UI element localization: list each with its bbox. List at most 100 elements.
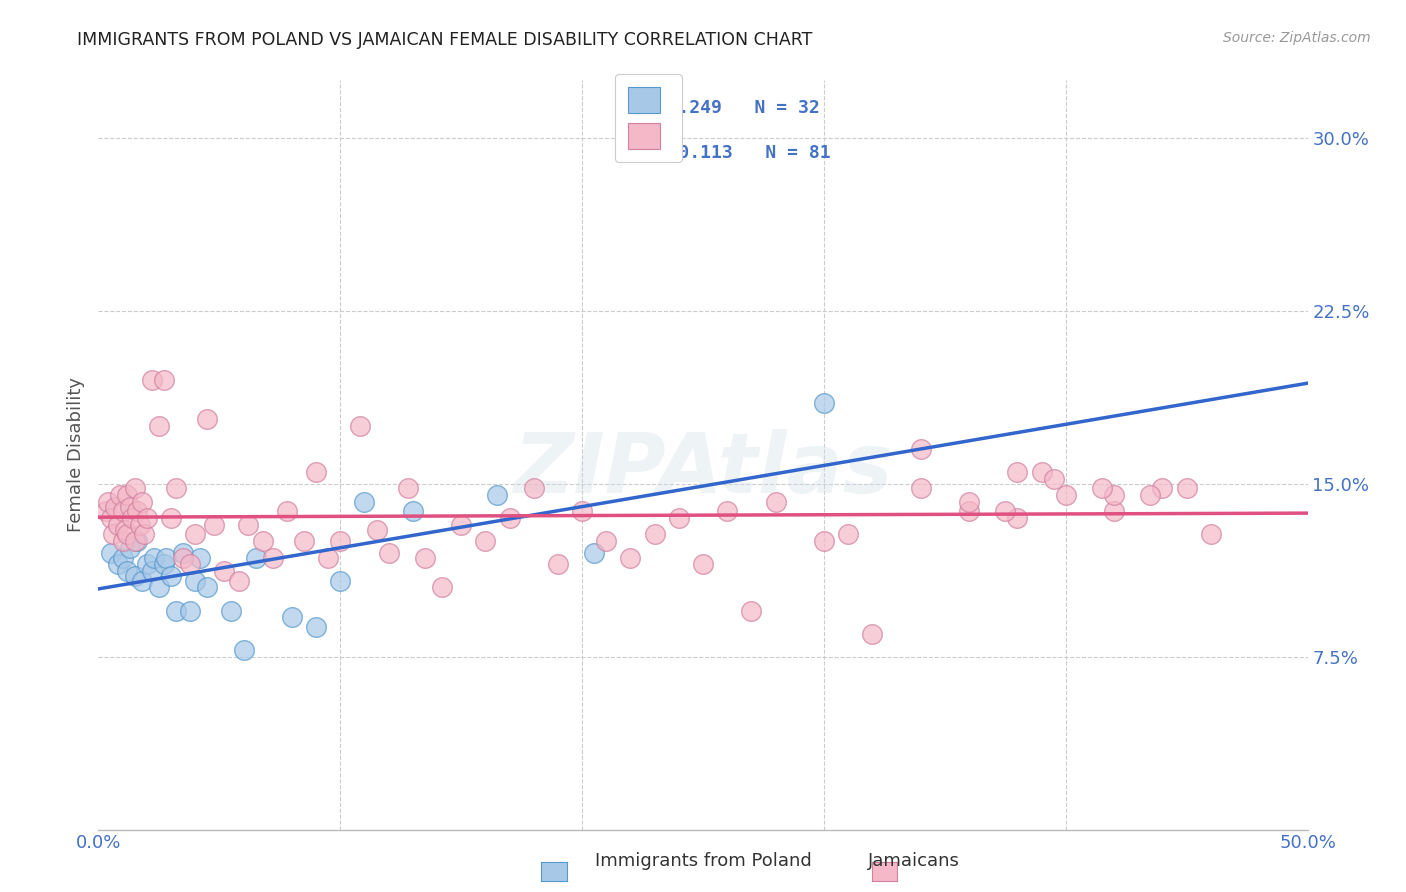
Point: [100, 511, 122, 525]
Point: [172, 546, 194, 560]
Point: [128, 518, 150, 533]
Legend: , : ,: [616, 74, 682, 161]
Point: [957, 495, 980, 509]
Point: [523, 481, 546, 495]
Point: [238, 518, 260, 533]
Point: [1199, 527, 1222, 541]
Point: [377, 546, 399, 560]
Point: [114, 523, 136, 537]
Point: [195, 581, 218, 595]
Point: [143, 550, 166, 565]
Point: [141, 565, 163, 579]
Point: [329, 534, 352, 549]
Point: [276, 504, 298, 518]
Point: [366, 523, 388, 537]
Point: [152, 373, 174, 387]
Point: [148, 581, 170, 595]
Text: Immigrants from Poland: Immigrants from Poland: [595, 852, 811, 870]
Point: [486, 488, 509, 502]
Point: [134, 527, 156, 541]
Point: [179, 603, 201, 617]
Point: [396, 481, 419, 495]
Point: [160, 511, 183, 525]
Point: [413, 550, 436, 565]
Point: [155, 550, 177, 565]
Point: [107, 558, 129, 572]
Point: [1091, 481, 1114, 495]
Point: [740, 603, 762, 617]
Point: [329, 574, 352, 588]
Point: [837, 527, 859, 541]
Point: [644, 527, 666, 541]
Point: [716, 504, 738, 518]
Point: [402, 504, 425, 518]
Point: [619, 550, 641, 565]
Point: [1007, 465, 1029, 479]
Point: [212, 565, 235, 579]
Point: [316, 550, 339, 565]
Point: [262, 550, 284, 565]
Point: [135, 558, 157, 572]
Point: [127, 534, 149, 549]
Point: [111, 550, 134, 565]
Point: [281, 610, 304, 624]
Point: [221, 603, 243, 617]
Point: [957, 504, 980, 518]
Point: [118, 541, 141, 556]
Text: IMMIGRANTS FROM POLAND VS JAMAICAN FEMALE DISABILITY CORRELATION CHART: IMMIGRANTS FROM POLAND VS JAMAICAN FEMAL…: [77, 31, 813, 49]
Point: [204, 518, 226, 533]
Point: [571, 504, 593, 518]
Point: [765, 495, 787, 509]
Text: Jamaicans: Jamaicans: [868, 852, 960, 870]
Point: [188, 550, 211, 565]
Point: [430, 581, 453, 595]
Point: [195, 412, 218, 426]
Point: [111, 534, 134, 549]
Point: [305, 620, 328, 634]
Point: [450, 518, 472, 533]
Point: [595, 534, 617, 549]
Point: [152, 558, 174, 572]
Point: [124, 534, 146, 549]
Point: [179, 558, 201, 572]
Point: [474, 534, 496, 549]
Point: [813, 534, 835, 549]
Point: [101, 527, 124, 541]
Point: [108, 488, 131, 502]
Point: [100, 546, 122, 560]
Point: [349, 419, 371, 434]
Point: [910, 481, 932, 495]
Point: [111, 504, 134, 518]
Point: [668, 511, 690, 525]
Point: [1031, 465, 1053, 479]
Point: [160, 569, 183, 583]
Point: [245, 550, 267, 565]
Point: [94, 504, 117, 518]
Point: [860, 626, 883, 640]
Point: [692, 558, 714, 572]
Point: [910, 442, 932, 457]
Point: [1102, 504, 1125, 518]
Point: [547, 558, 569, 572]
Point: [97, 495, 120, 509]
Point: [292, 534, 315, 549]
Point: [148, 419, 170, 434]
Point: [184, 527, 207, 541]
Point: [124, 481, 146, 495]
Point: [813, 396, 835, 410]
Point: [127, 504, 149, 518]
Point: [118, 500, 141, 514]
Point: [353, 495, 375, 509]
Point: [117, 527, 139, 541]
Point: [165, 603, 187, 617]
Point: [1175, 481, 1198, 495]
Point: [1054, 488, 1077, 502]
Point: [184, 574, 207, 588]
Point: [107, 518, 129, 533]
Point: [1042, 472, 1064, 486]
Point: [117, 488, 139, 502]
Point: [305, 465, 328, 479]
Point: [498, 511, 520, 525]
Point: [228, 574, 250, 588]
Point: [1102, 488, 1125, 502]
